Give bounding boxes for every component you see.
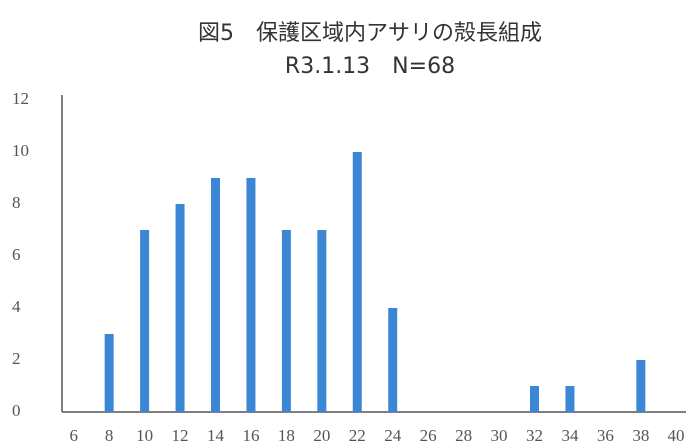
x-tick-label: 38 bbox=[632, 426, 649, 445]
y-tick-label: 8 bbox=[12, 193, 21, 212]
x-tick-label: 32 bbox=[526, 426, 543, 445]
bar bbox=[281, 230, 291, 412]
x-tick-label: 8 bbox=[105, 426, 114, 445]
x-tick-label: 24 bbox=[384, 426, 402, 445]
x-tick-label: 18 bbox=[278, 426, 295, 445]
bar bbox=[104, 334, 114, 412]
bar bbox=[246, 178, 256, 412]
x-tick-label: 34 bbox=[561, 426, 579, 445]
bar bbox=[140, 230, 150, 412]
x-tick-label: 16 bbox=[242, 426, 259, 445]
x-tick-label: 10 bbox=[136, 426, 153, 445]
y-tick-label: 10 bbox=[12, 141, 29, 160]
y-tick-label: 0 bbox=[12, 401, 21, 420]
y-tick-label: 4 bbox=[12, 297, 21, 316]
x-tick-label: 6 bbox=[69, 426, 78, 445]
chart-subtitle: R3.1.13 N=68 bbox=[285, 54, 455, 79]
y-tick-label: 12 bbox=[12, 89, 29, 108]
bar bbox=[317, 230, 327, 412]
x-tick-label: 12 bbox=[172, 426, 189, 445]
y-tick-label: 6 bbox=[12, 245, 21, 264]
y-tick-label: 2 bbox=[12, 349, 21, 368]
x-tick-label: 14 bbox=[207, 426, 225, 445]
x-tick-label: 40 bbox=[668, 426, 685, 445]
bar bbox=[388, 308, 398, 412]
bar bbox=[175, 204, 185, 412]
bar bbox=[636, 360, 646, 412]
x-tick-label: 30 bbox=[491, 426, 508, 445]
x-tick-label: 22 bbox=[349, 426, 366, 445]
x-tick-label: 28 bbox=[455, 426, 472, 445]
x-tick-label: 26 bbox=[420, 426, 437, 445]
chart-title: 図5 保護区域内アサリの殻長組成 bbox=[198, 21, 542, 46]
bar bbox=[352, 152, 362, 412]
bar bbox=[565, 386, 575, 412]
bar bbox=[530, 386, 539, 412]
bar bbox=[211, 178, 220, 412]
x-tick-label: 20 bbox=[313, 426, 330, 445]
x-tick-label: 36 bbox=[597, 426, 614, 445]
